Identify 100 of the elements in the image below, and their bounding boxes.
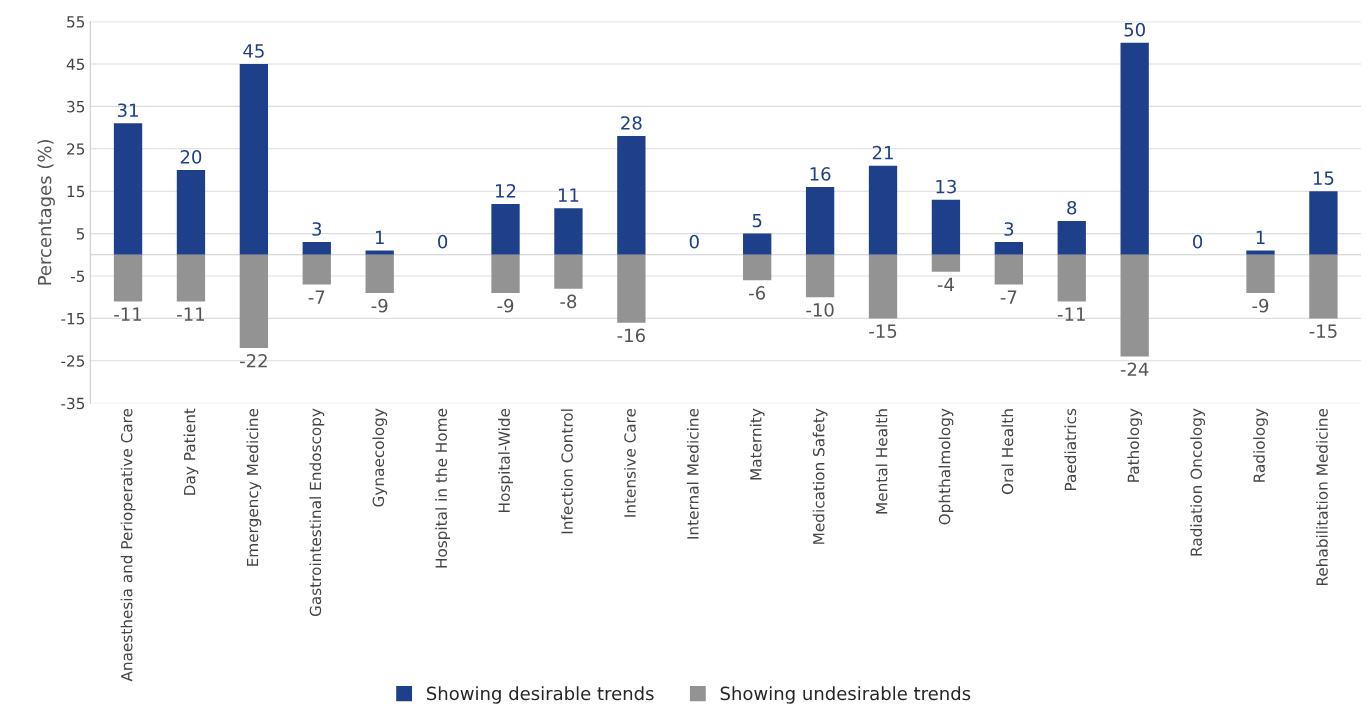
- x-tick-label: Ophthalmology: [938, 408, 954, 525]
- bar: [176, 254, 206, 302]
- data-label: 1: [375, 230, 384, 245]
- x-tick-label: Oral Health: [1001, 409, 1014, 495]
- bar: [176, 170, 206, 255]
- data-label: 5: [752, 213, 762, 228]
- y-tick-label: 5: [76, 228, 85, 240]
- x-tick-label: Paediatrics: [1064, 408, 1077, 491]
- bar: [365, 254, 394, 293]
- bar: [365, 250, 394, 255]
- y-tick-label: 15: [67, 185, 85, 198]
- data-label: -9: [1252, 298, 1269, 313]
- data-label: -7: [308, 290, 325, 304]
- data-label: 45: [243, 44, 264, 58]
- y-tick-label: 35: [67, 100, 85, 113]
- bar: [805, 186, 835, 255]
- data-label: -9: [497, 298, 514, 313]
- data-label: 8: [1067, 200, 1077, 215]
- x-tick-label: Mental Health: [875, 409, 888, 514]
- y-tick-label: -5: [70, 270, 85, 283]
- y-axis-title: Percentages (%): [37, 139, 55, 285]
- bar: [743, 233, 772, 255]
- y-tick-label: 25: [67, 143, 85, 155]
- bar: [931, 254, 961, 272]
- data-label: 28: [621, 116, 642, 130]
- bar: [868, 254, 898, 319]
- bar: [239, 254, 269, 349]
- x-tick-label: Pathology: [1127, 408, 1143, 482]
- data-label: -24: [1120, 362, 1149, 376]
- x-tick-label: Gastrointestinal Endoscopy: [309, 408, 325, 617]
- x-tick-label: Emergency Medicine: [246, 408, 262, 566]
- bar: [1309, 191, 1338, 255]
- data-label: -11: [1057, 307, 1085, 321]
- x-tick-label: Hospital-Wide: [498, 408, 513, 512]
- data-label: -11: [114, 307, 142, 321]
- data-label: 20: [180, 150, 202, 164]
- data-label: 50: [1124, 22, 1145, 37]
- data-label: -8: [560, 294, 577, 309]
- data-label: 15: [1313, 171, 1334, 185]
- data-label: 0: [438, 234, 448, 249]
- data-label: -15: [869, 324, 897, 338]
- x-tick-label: Medication Safety: [812, 408, 828, 544]
- bar: [491, 254, 520, 293]
- bar: [1057, 254, 1086, 302]
- x-tick-label: Rehabilitation Medicine: [1316, 408, 1328, 586]
- bar: [1246, 250, 1275, 255]
- x-tick-label: Hospital in the Home: [435, 408, 450, 568]
- x-tick-label: Intensive Care: [623, 408, 636, 517]
- bar: [302, 242, 331, 255]
- y-tick-label: 55: [67, 16, 85, 28]
- bar: [931, 199, 961, 255]
- x-tick-label: Day Patient: [183, 408, 199, 495]
- bar: [743, 254, 772, 281]
- bar: [1057, 220, 1086, 255]
- bar: [113, 254, 143, 302]
- bar: [1120, 254, 1149, 357]
- y-tick-label: -25: [61, 355, 85, 367]
- bar: [617, 136, 646, 255]
- data-label: -11: [177, 307, 205, 321]
- data-label: -22: [240, 353, 267, 368]
- bar: [994, 254, 1023, 285]
- bar: [994, 242, 1023, 255]
- data-label: 3: [312, 222, 322, 236]
- x-tick-label: Anaesthesia and Perioperative Care: [120, 408, 136, 682]
- bar: [113, 123, 143, 255]
- y-tick-label: -15: [61, 313, 85, 325]
- data-label: 11: [558, 188, 579, 202]
- data-label: 3: [1004, 222, 1014, 236]
- bar: [617, 254, 646, 323]
- bar: [1120, 42, 1149, 255]
- bar: [491, 203, 520, 255]
- bar: [554, 208, 583, 255]
- bar: [554, 254, 583, 289]
- y-tick-label: -35: [61, 397, 85, 410]
- legend-label: Showing undesirable trends: [720, 686, 971, 704]
- data-label: -9: [371, 298, 388, 313]
- x-tick-label: Internal Medicine: [686, 408, 699, 539]
- legend-label: Showing desirable trends: [426, 686, 654, 704]
- x-tick-label: Infection Control: [561, 409, 573, 534]
- data-label: -16: [617, 328, 645, 343]
- bar: [239, 64, 269, 255]
- data-label: -15: [1309, 324, 1337, 338]
- data-label: -4: [937, 277, 954, 292]
- y-tick-label: 45: [66, 58, 85, 71]
- data-label: 31: [117, 103, 138, 118]
- data-label: 12: [496, 183, 516, 198]
- data-label: -7: [1000, 290, 1017, 304]
- bar: [302, 254, 331, 285]
- data-label: 16: [810, 167, 831, 181]
- bar: [805, 254, 835, 298]
- data-label: 0: [1193, 234, 1203, 249]
- data-label: -6: [749, 286, 766, 300]
- x-tick-label: Radiology: [1253, 408, 1268, 482]
- x-tick-label: Gynaecology: [372, 408, 388, 507]
- data-label: 13: [936, 179, 956, 194]
- data-label: -10: [806, 303, 834, 317]
- bar: [1246, 254, 1275, 293]
- bar: [868, 165, 898, 255]
- bar: [1309, 254, 1338, 319]
- x-tick-label: Maternity: [749, 408, 765, 480]
